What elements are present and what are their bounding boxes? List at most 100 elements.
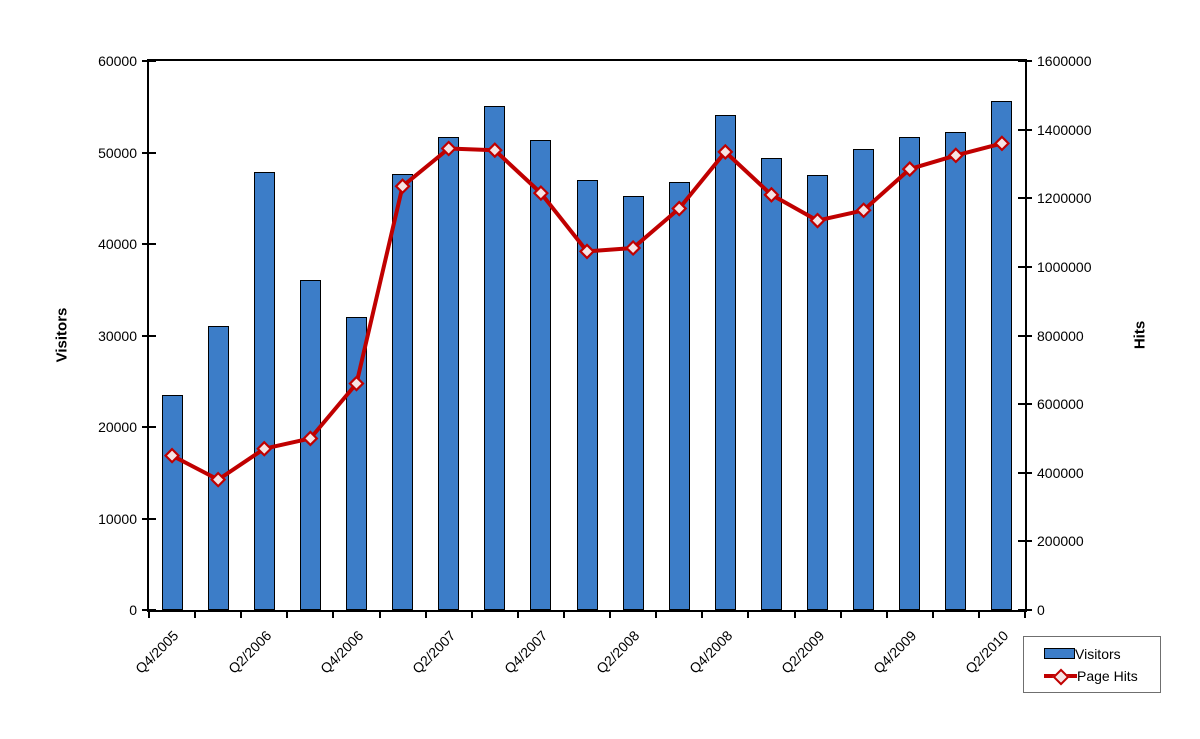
page-hits-marker-Q2-2008 [625,239,642,257]
right-axis-tick [1018,128,1032,131]
right-axis-tick [1018,265,1032,268]
right-axis-tick [1018,60,1032,62]
right-axis-tick-label: 0 [1037,602,1045,618]
right-axis-tick-label: 200000 [1037,533,1084,550]
visitors-bar-Q1-2006 [207,326,229,610]
x-axis-tick [701,610,704,618]
page-hits-marker-Q1-2008 [578,243,596,260]
right-axis-tick [1018,471,1032,474]
right-axis-tick-label: 1400000 [1037,121,1092,138]
page-hits-line-layer [163,135,1011,488]
x-axis-tick-label-Q4-2005: Q4/2005 [132,627,182,677]
page-hits-marker-Q4-2007 [532,185,549,202]
x-axis-tick-label-Q2-2010: Q2/2010 [962,627,1012,677]
right-axis-tick-label: 1200000 [1037,190,1092,207]
visitors-bar-Q3-2008 [668,181,690,610]
page-hits-marker-Q3-2008 [671,200,688,217]
left-axis-tick [142,243,156,245]
x-axis-tick [885,610,888,618]
x-axis-tick [332,610,335,618]
x-axis-tick [424,610,427,618]
legend-item-visitors: Visitors [1044,645,1160,662]
x-axis-tick [609,610,612,618]
x-axis-tick [977,610,980,618]
left-axis-tick-label: 60000 [98,53,137,69]
right-axis-tick-label: 800000 [1037,327,1084,344]
x-axis-tick [931,610,934,618]
page-hits-marker-Q4-2008 [717,143,734,160]
page-hits-swatch-icon [1044,668,1077,685]
x-axis-tick [839,610,842,618]
visitors-bar-Q1-2009 [760,158,782,610]
x-axis-tick-label-Q2-2007: Q2/2007 [409,627,459,677]
legend-label-page-hits: Page Hits [1077,667,1138,684]
right-axis-tick-label: 1600000 [1037,53,1092,69]
visitors-bar-Q2-2008 [622,196,644,610]
right-axis-tick-label: 1000000 [1037,258,1092,275]
page-hits-marker-Q4-2005 [163,447,181,464]
right-axis-tick [1018,334,1032,337]
page-hits-marker-Q3-2006 [302,430,319,447]
visitors-bar-Q2-2006 [253,171,275,610]
visitors-bar-Q1-2007 [392,173,414,610]
visitors-bar-Q3-2007 [484,105,506,610]
right-axis-tick-label: 600000 [1037,396,1084,413]
plot-inner [149,61,1025,610]
page-hits-marker-Q1-2006 [210,471,227,488]
visitors-bar-Q4-2005 [161,395,183,610]
visitors-bar-Q2-2009 [807,175,828,610]
page-hits-marker-Q2-2010 [993,135,1011,152]
visitors-bar-Q2-2010 [991,101,1013,610]
page-hits-line [170,141,1004,482]
page-hits-marker-Q2-2007 [440,140,457,157]
x-axis-tick-label-Q4-2008: Q4/2008 [685,627,735,677]
x-axis-tick [562,610,565,618]
left-axis-tick-label: 30000 [98,327,137,344]
visitors-bar-Q4-2009 [899,136,921,610]
visitors-bar-Q4-2007 [530,139,552,610]
x-axis-tick-label-Q2-2008: Q2/2008 [593,627,643,677]
x-axis-tick-label-Q2-2009: Q2/2009 [777,627,828,677]
x-axis-tick [470,610,473,618]
left-axis-tick-label: 20000 [98,419,137,435]
page-hits-marker-Q2-2009 [809,212,826,229]
right-axis-tick [1018,540,1032,543]
x-axis-tick [655,610,658,618]
x-axis-tick [378,610,381,618]
page-hits-marker-Q4-2009 [901,161,918,178]
left-axis-tick-label: 40000 [98,236,137,252]
page-hits-marker-Q4-2006 [348,375,365,392]
visitors-bar-Q1-2008 [576,179,598,610]
page-hits-marker-Q3-2009 [855,202,872,219]
x-axis-tick [286,610,289,618]
page-hits-marker-Q2-2006 [256,440,273,457]
page-hits-marker-Q1-2009 [763,186,780,203]
visitors-bar-Q1-2010 [945,132,967,610]
x-axis-tick [1024,610,1026,618]
left-axis-tick [142,60,156,62]
x-axis-tick [194,610,197,618]
left-axis-tick-label: 10000 [98,510,137,527]
left-axis-tick-label: 0 [129,602,137,618]
page-hits-marker-Q1-2010 [947,147,964,164]
x-axis-tick [240,610,243,618]
page-hits-marker-Q1-2007 [394,178,411,195]
legend-label-visitors: Visitors [1075,645,1121,662]
legend-item-page-hits: Page Hits [1044,667,1160,685]
left-axis-tick [142,334,156,337]
left-axis-tick [142,151,156,154]
x-axis-tick [516,610,519,618]
plot-area [147,59,1027,612]
visitors-swatch-icon [1044,648,1075,659]
visitors-bar-Q4-2008 [714,115,736,610]
x-axis-tick-label-Q4-2007: Q4/2007 [501,627,551,677]
x-axis-tick [148,610,150,618]
x-axis-tick-label-Q4-2006: Q4/2006 [316,627,367,677]
right-axis-tick-label: 400000 [1037,464,1084,481]
right-axis-tick [1018,403,1032,406]
visitors-bar-Q3-2009 [853,148,875,610]
x-axis-tick-label-Q2-2006: Q2/2006 [224,627,274,677]
x-axis-tick-label-Q4-2009: Q4/2009 [870,627,920,677]
left-axis-tick [142,517,156,520]
